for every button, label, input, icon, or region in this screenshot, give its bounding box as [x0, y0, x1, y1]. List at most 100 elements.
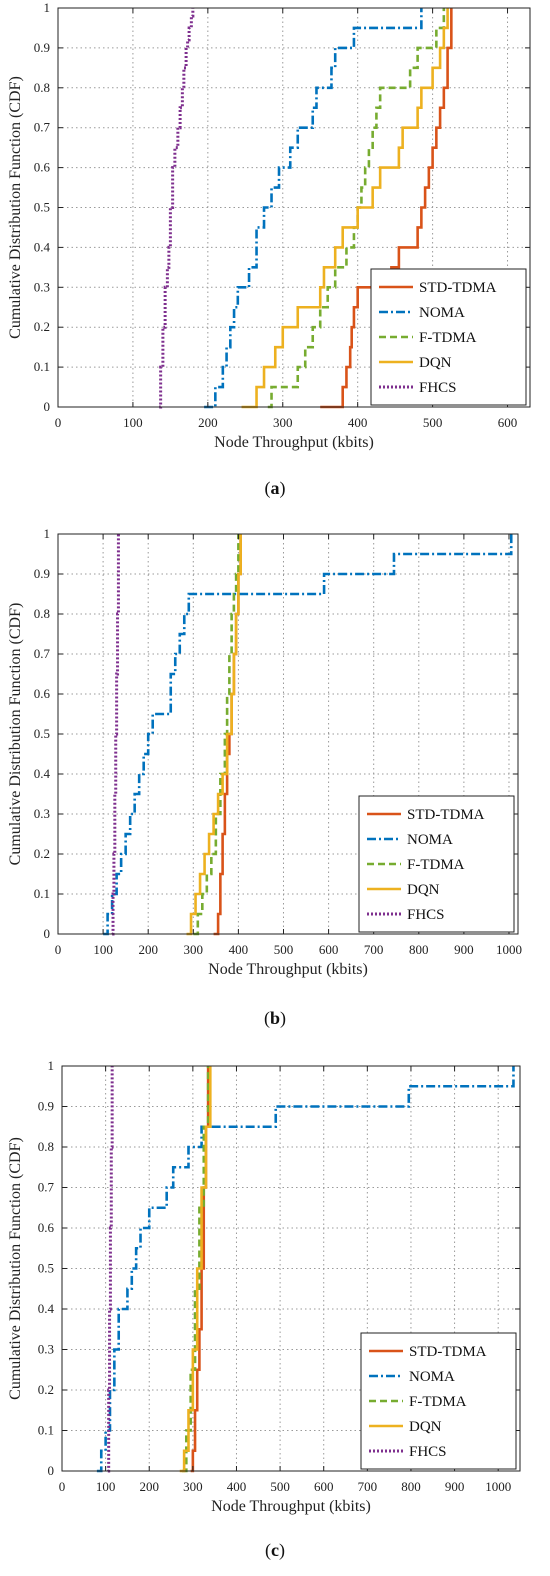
y-tick-label: 0.3: [34, 806, 50, 821]
x-tick-label: 600: [319, 942, 339, 957]
series-line-noma: [103, 534, 513, 936]
legend-label-noma: NOMA: [419, 305, 465, 321]
legend-label-noma: NOMA: [409, 1369, 455, 1385]
legend-label-dqn: DQN: [409, 1419, 442, 1435]
legend-label-dqn: DQN: [407, 882, 440, 898]
y-tick-label: 0.3: [38, 1342, 54, 1357]
y-axis-label: Cumulative Distribution Function (CDF): [7, 603, 24, 866]
caption-c: (c): [265, 1540, 285, 1560]
chart-panel-c: 0 100 200 300 400 500 600 700 800 900 1000 0 0.1 0.2 0…: [0, 1055, 550, 1575]
legend-label-fhcs: FHCS: [407, 907, 445, 923]
legend-label-noma: NOMA: [407, 832, 453, 848]
caption-a: (a): [264, 478, 286, 498]
chart-panel-b: 0 100 200 300 400 500 600 700 800 900 1000 0 0.1 0.2 0…: [0, 525, 550, 1045]
x-tick-label: 300: [273, 415, 293, 430]
series-line-noma: [204, 8, 423, 409]
legend-box: [360, 1332, 517, 1470]
series-line-noma: [96, 1066, 515, 1473]
y-tick-label: 0.8: [38, 1139, 54, 1154]
y-tick-label: 0.7: [38, 1180, 55, 1195]
x-tick-label: 200: [139, 1479, 159, 1494]
cdf-chart-c: 0 100 200 300 400 500 600 700 800 900 1000 0 0.1 0.2 0…: [7, 1058, 521, 1515]
y-axis-label: Cumulative Distribution Function (CDF): [7, 76, 24, 339]
y-tick-label: 0.9: [38, 1099, 54, 1114]
series-line-std-tdma: [320, 8, 453, 409]
x-tick-label: 500: [274, 942, 294, 957]
x-tick-label: 500: [270, 1479, 290, 1494]
y-tick-label: 0.9: [34, 566, 50, 581]
y-tick-label: 0.8: [34, 606, 50, 621]
x-tick-label: 800: [401, 1479, 421, 1494]
x-tick-label: 0: [55, 415, 62, 430]
legend-label-fhcs: FHCS: [419, 380, 457, 396]
x-tick-label: 1000: [496, 942, 522, 957]
cdf-chart-b: 0 100 200 300 400 500 600 700 800 900 1000 0 0.1 0.2 0…: [7, 526, 522, 978]
x-tick-label: 300: [184, 942, 204, 957]
legend-label-f-tdma: F-TDMA: [407, 857, 465, 873]
x-tick-label: 100: [96, 1479, 116, 1494]
y-tick-label: 0.2: [34, 846, 50, 861]
y-tick-label: 0.5: [38, 1261, 54, 1276]
series-line-dqn: [186, 534, 242, 936]
y-tick-label: 1: [44, 0, 51, 15]
y-tick-label: 0.5: [34, 726, 50, 741]
x-tick-label: 200: [198, 415, 218, 430]
chart-panel-a: 0 100 200 300 400 500 600 0 0.1 0.2 0.3 0.4 0.5 0.6 0.…: [0, 0, 550, 520]
x-tick-label: 700: [364, 942, 384, 957]
x-tick-label: 400: [229, 942, 249, 957]
y-tick-label: 1: [48, 1058, 55, 1073]
y-tick-label: 0.1: [34, 359, 50, 374]
series-line-f-tdma: [181, 1066, 210, 1473]
y-tick-label: 0.2: [34, 319, 50, 334]
y-tick-label: 0.4: [38, 1301, 55, 1316]
legend-label-std-tdma: STD-TDMA: [407, 807, 485, 823]
y-axis-label: Cumulative Distribution Function (CDF): [7, 1137, 24, 1400]
y-tick-label: 0.7: [34, 120, 51, 135]
x-axis-label: Node Throughput (kbits): [211, 1498, 371, 1515]
y-tick-label: 0.6: [34, 160, 51, 175]
x-tick-label: 1000: [485, 1479, 511, 1494]
x-tick-label: 500: [423, 415, 443, 430]
series-line-dqn: [241, 8, 449, 409]
y-tick-label: 0.4: [34, 239, 51, 254]
x-axis-label: Node Throughput (kbits): [214, 434, 374, 451]
legend-label-std-tdma: STD-TDMA: [409, 1344, 487, 1360]
legend-label-fhcs: FHCS: [409, 1444, 447, 1460]
y-tick-label: 0: [48, 1463, 55, 1478]
series-line-fhcs: [111, 534, 120, 936]
x-tick-label: 600: [314, 1479, 334, 1494]
x-tick-label: 400: [227, 1479, 247, 1494]
x-tick-label: 300: [183, 1479, 203, 1494]
legend-label-f-tdma: F-TDMA: [419, 330, 477, 346]
x-tick-label: 200: [138, 942, 158, 957]
series-line-dqn: [179, 1066, 212, 1473]
x-tick-label: 900: [454, 942, 474, 957]
series-line-fhcs: [107, 1066, 114, 1473]
y-tick-label: 0.6: [34, 686, 51, 701]
x-tick-label: 0: [59, 1479, 66, 1494]
y-tick-label: 0.1: [38, 1423, 54, 1438]
y-tick-label: 0.4: [34, 766, 51, 781]
x-axis-label: Node Throughput (kbits): [208, 961, 368, 978]
legend-label-std-tdma: STD-TDMA: [419, 280, 497, 296]
y-tick-label: 0: [44, 399, 51, 414]
y-tick-label: 0.8: [34, 80, 50, 95]
y-tick-label: 0.6: [38, 1220, 55, 1235]
x-tick-label: 600: [498, 415, 518, 430]
x-tick-label: 100: [123, 415, 143, 430]
y-tick-label: 0.2: [38, 1382, 54, 1397]
y-tick-label: 0: [44, 926, 51, 941]
y-tick-label: 0.7: [34, 646, 51, 661]
x-tick-label: 0: [55, 942, 62, 957]
x-tick-label: 400: [348, 415, 368, 430]
y-tick-label: 0.9: [34, 40, 50, 55]
x-tick-label: 100: [93, 942, 113, 957]
caption-b: (b): [263, 1008, 286, 1028]
x-tick-label: 800: [409, 942, 429, 957]
legend-label-dqn: DQN: [419, 355, 452, 371]
y-tick-label: 1: [44, 526, 51, 541]
series-line-fhcs: [159, 8, 195, 409]
x-tick-label: 700: [358, 1479, 378, 1494]
x-tick-label: 900: [445, 1479, 465, 1494]
y-tick-label: 0.1: [34, 886, 50, 901]
